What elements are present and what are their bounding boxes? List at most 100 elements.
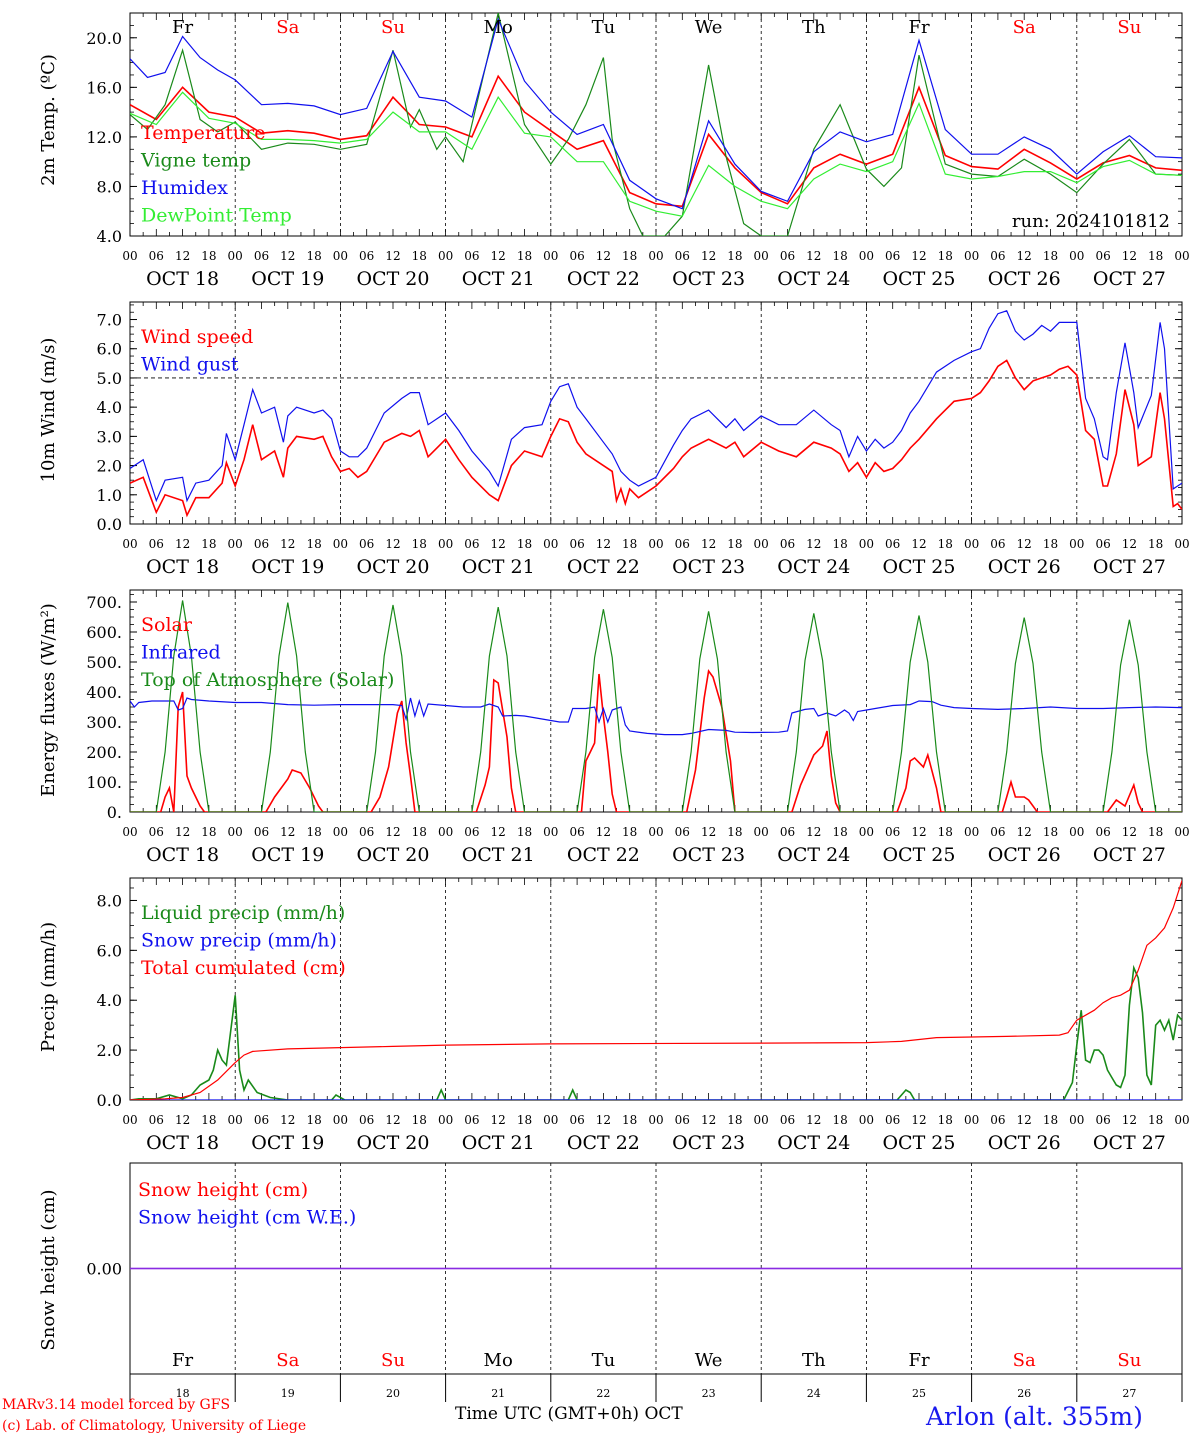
hour-tick-label: 06 xyxy=(359,249,374,263)
hour-tick-label: 12 xyxy=(1122,537,1137,551)
y-tick-label: 400. xyxy=(86,683,122,702)
weekday-label: Sa xyxy=(1013,17,1036,38)
hour-tick-label: 18 xyxy=(517,249,532,263)
hour-tick-label: 18 xyxy=(412,1113,427,1127)
hour-tick-label: 00 xyxy=(648,537,663,551)
hour-tick-label: 12 xyxy=(1122,249,1137,263)
hour-tick-label: 00 xyxy=(543,1113,558,1127)
hour-tick-label: 06 xyxy=(990,249,1005,263)
hour-tick-label: 06 xyxy=(149,537,164,551)
y-tick-label: 5.0 xyxy=(97,369,122,388)
hour-tick-label: 00 xyxy=(964,537,979,551)
hour-tick-label: 18 xyxy=(1148,537,1163,551)
hour-tick-label: 18 xyxy=(201,1113,216,1127)
legend-entry: Liquid precip (mm/h) xyxy=(141,902,345,924)
weekday-label: Fr xyxy=(172,17,193,38)
hour-tick-label: 00 xyxy=(964,1113,979,1127)
weekday-label: Th xyxy=(802,17,826,38)
hour-tick-label: 00 xyxy=(122,1113,137,1127)
y-tick-label: 500. xyxy=(86,653,122,672)
hour-tick-label: 06 xyxy=(780,537,795,551)
hour-tick-label: 06 xyxy=(359,1113,374,1127)
hour-tick-label: 18 xyxy=(306,825,321,839)
hour-tick-label: 06 xyxy=(780,1113,795,1127)
weekday-label: Fr xyxy=(908,1350,929,1371)
day-number-label: 26 xyxy=(1017,1387,1031,1400)
hour-tick-label: 18 xyxy=(201,249,216,263)
hour-tick-label: 00 xyxy=(754,1113,769,1127)
date-label: OCT 25 xyxy=(882,268,955,290)
legend-entry: Wind speed xyxy=(141,326,253,348)
y-axis-label: Energy fluxes (W/m²) xyxy=(38,603,59,797)
month-label: OCT xyxy=(644,1404,683,1424)
hour-tick-label: 06 xyxy=(675,249,690,263)
hour-tick-label: 18 xyxy=(938,249,953,263)
hour-tick-label: 18 xyxy=(1043,1113,1058,1127)
hour-tick-label: 06 xyxy=(675,825,690,839)
hour-tick-label: 06 xyxy=(885,825,900,839)
series-line-top-of-atmosphere-solar- xyxy=(130,600,1182,812)
legend-entry: Wind gust xyxy=(141,354,239,376)
y-tick-label: 2.0 xyxy=(97,1041,122,1060)
run-annotation: run: 2024101812 xyxy=(1012,211,1170,232)
series-line-humidex xyxy=(130,17,1182,210)
series-line-total-cumulated-cm- xyxy=(130,880,1182,1100)
hour-tick-label: 12 xyxy=(911,249,926,263)
date-label: OCT 18 xyxy=(146,268,219,290)
date-label: OCT 24 xyxy=(777,844,850,866)
model-credit: MARv3.14 model forced by GFS xyxy=(2,1397,231,1413)
hour-tick-label: 00 xyxy=(754,249,769,263)
hour-tick-label: 00 xyxy=(754,825,769,839)
date-label: OCT 21 xyxy=(462,1132,535,1154)
hour-tick-label: 06 xyxy=(149,1113,164,1127)
time-axis-title: Time UTC (GMT+0h) xyxy=(455,1404,640,1424)
hour-tick-label: 00 xyxy=(964,825,979,839)
y-tick-label: 3.0 xyxy=(97,427,122,446)
date-label: OCT 23 xyxy=(672,844,745,866)
hour-tick-label: 12 xyxy=(175,825,190,839)
hour-tick-label: 18 xyxy=(201,825,216,839)
hour-tick-label: 12 xyxy=(1017,537,1032,551)
hour-tick-label: 12 xyxy=(911,1113,926,1127)
y-tick-label: 6.0 xyxy=(97,340,122,359)
hour-tick-label: 12 xyxy=(806,537,821,551)
series-line-solar xyxy=(130,668,1182,812)
hour-tick-label: 12 xyxy=(1017,1113,1032,1127)
weekday-label: Su xyxy=(1117,17,1141,38)
date-label: OCT 22 xyxy=(567,268,640,290)
hour-tick-label: 12 xyxy=(175,1113,190,1127)
hour-tick-label: 00 xyxy=(228,1113,243,1127)
y-tick-label: 8.0 xyxy=(97,891,122,910)
hour-tick-label: 18 xyxy=(832,249,847,263)
y-tick-label: 2.0 xyxy=(97,457,122,476)
date-label: OCT 23 xyxy=(672,268,745,290)
hour-tick-label: 18 xyxy=(832,825,847,839)
y-tick-label: 16.0 xyxy=(86,78,122,97)
weekday-label: Tu xyxy=(592,17,616,38)
hour-tick-label: 06 xyxy=(780,825,795,839)
date-label: OCT 23 xyxy=(672,556,745,578)
hour-tick-label: 06 xyxy=(464,249,479,263)
hour-tick-label: 12 xyxy=(1122,1113,1137,1127)
hour-tick-label: 18 xyxy=(622,1113,637,1127)
hour-tick-label: 12 xyxy=(806,825,821,839)
hour-tick-label: 18 xyxy=(938,825,953,839)
y-axis-label: 10m Wind (m/s) xyxy=(38,338,59,483)
y-tick-label: 300. xyxy=(86,713,122,732)
hour-tick-label: 12 xyxy=(175,537,190,551)
date-label: OCT 25 xyxy=(882,1132,955,1154)
hour-tick-label: 06 xyxy=(1095,249,1110,263)
day-number-label: 22 xyxy=(596,1387,610,1400)
legend-entry: Solar xyxy=(141,614,193,636)
hour-tick-label: 12 xyxy=(385,825,400,839)
hour-tick-label: 00 xyxy=(438,537,453,551)
y-tick-label: 1.0 xyxy=(97,486,122,505)
hour-tick-label: 12 xyxy=(491,249,506,263)
hour-tick-label: 00 xyxy=(122,537,137,551)
hour-tick-label: 12 xyxy=(280,825,295,839)
hour-tick-label: 12 xyxy=(596,537,611,551)
hour-tick-label: 00 xyxy=(543,537,558,551)
hour-tick-label: 06 xyxy=(1095,825,1110,839)
date-label: OCT 26 xyxy=(988,268,1061,290)
hour-tick-label: 06 xyxy=(569,1113,584,1127)
